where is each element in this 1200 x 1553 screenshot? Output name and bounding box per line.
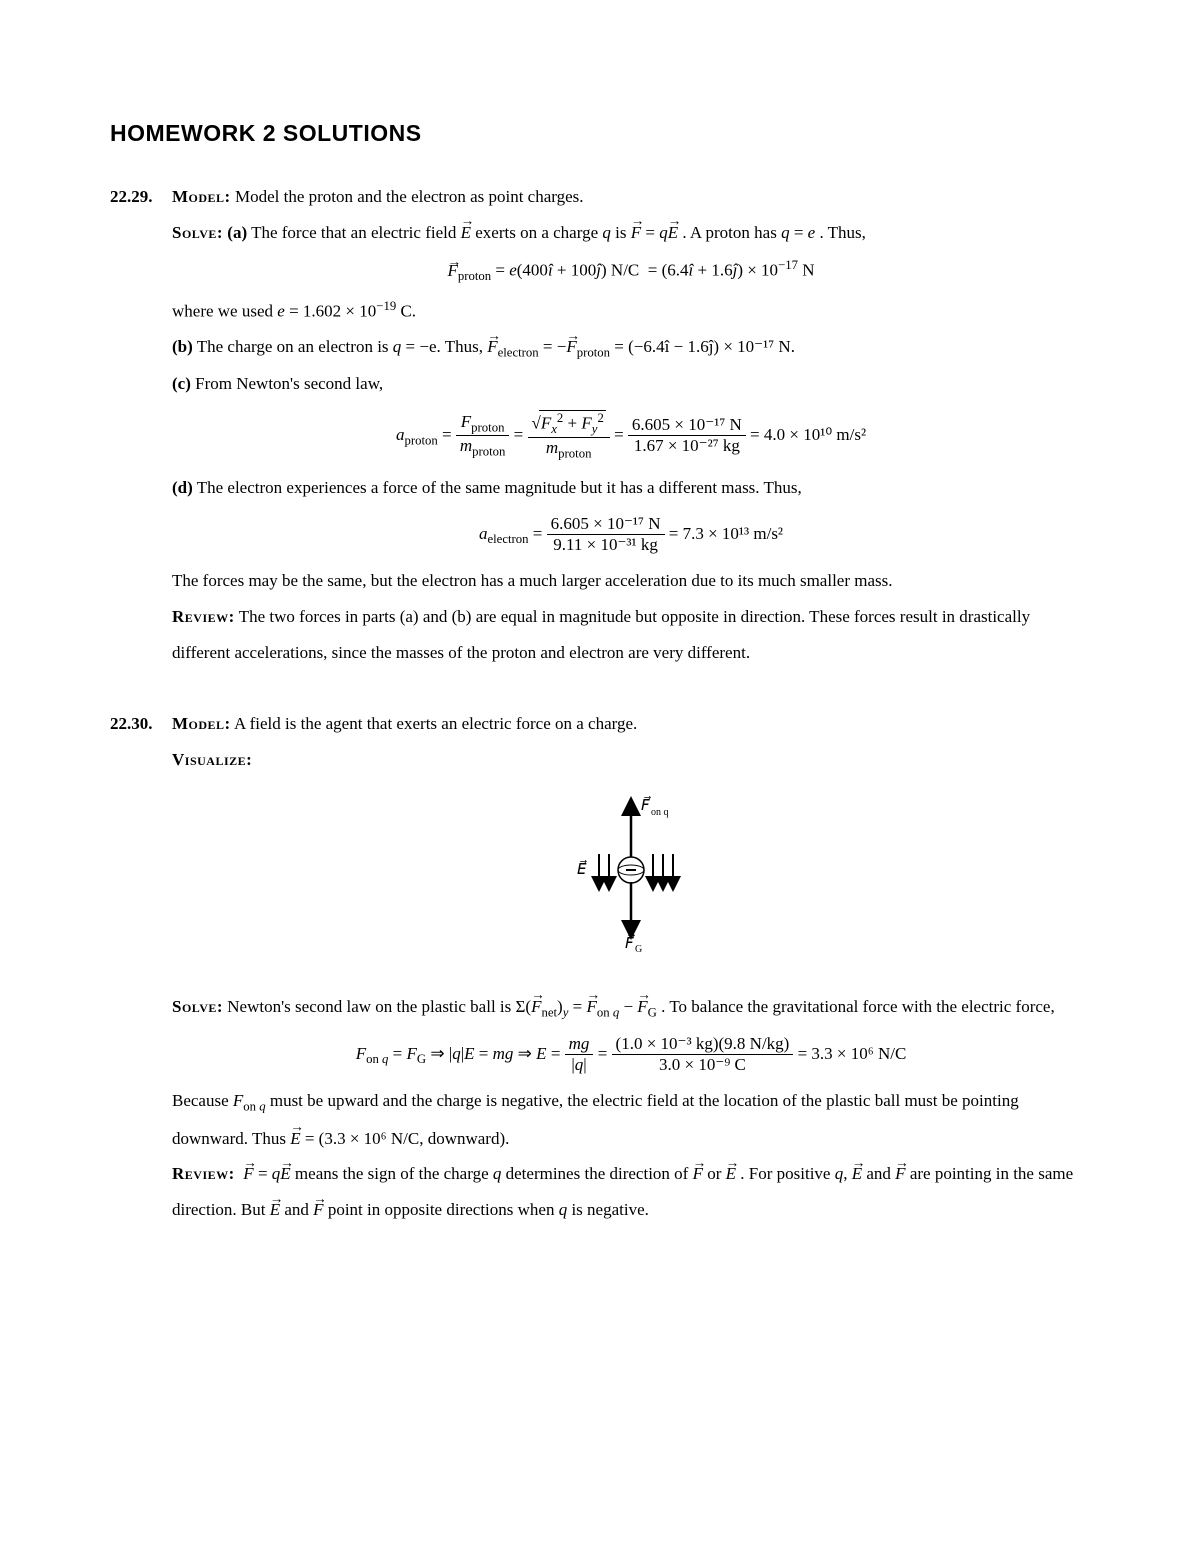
review-label: Review: [172, 607, 235, 626]
part-d-label: (d) [172, 478, 193, 497]
problem-2229: 22.29. Model: Model the proton and the e… [110, 179, 1090, 670]
text: exerts on a charge [475, 223, 602, 242]
text: determines the direction of [506, 1164, 693, 1183]
problem-body: Model: Model the proton and the electron… [172, 179, 1090, 670]
eq2-den: 1.67 × 10⁻²⁷ kg [628, 436, 746, 456]
diagram-svg: F⃗ on q E⃗ F⃗ G [541, 792, 721, 952]
model-text: A field is the agent that exerts an elec… [234, 714, 637, 733]
text: = (−6.4î − 1.6ĵ) × 10⁻¹⁷ N. [614, 337, 795, 356]
visualize-line: Visualize: [172, 742, 1090, 778]
solve-label: Solve: [172, 997, 223, 1016]
svg-text:F⃗: F⃗ [641, 795, 651, 814]
tail-text: The forces may be the same, but the elec… [172, 563, 1090, 599]
eq3-num: 6.605 × 10⁻¹⁷ N [547, 514, 665, 535]
part-d: (d) The electron experiences a force of … [172, 470, 1090, 506]
text: is negative. [571, 1200, 648, 1219]
tail-paragraph: Because Fon q must be upward and the cha… [172, 1083, 1090, 1156]
review-text: The two forces in parts (a) and (b) are … [172, 607, 1030, 662]
eq4-result: = 3.3 × 10⁶ N/C [798, 1043, 907, 1062]
var-q: q [602, 223, 611, 242]
force-diagram: F⃗ on q E⃗ F⃗ G [172, 792, 1090, 965]
svg-text:on q: on q [651, 807, 669, 818]
part-b: (b) The charge on an electron is q = −e.… [172, 329, 1090, 366]
problem-2230: 22.30. Model: A field is the agent that … [110, 706, 1090, 1227]
text: . A proton has [682, 223, 781, 242]
equation-3: aelectron = 6.605 × 10⁻¹⁷ N 9.11 × 10⁻³¹… [172, 514, 1090, 556]
equation-1: Fproton = e(400î + 100ĵ) N/C = (6.4î + 1… [172, 258, 1090, 284]
model-label: Model: [172, 714, 231, 733]
review-label: Review: [172, 1164, 235, 1183]
text: Newton's second law on the plastic ball … [227, 997, 515, 1016]
text: and [866, 1164, 895, 1183]
solve-label: Solve: [172, 223, 223, 242]
eq3-result: = 7.3 × 10¹³ m/s² [669, 523, 783, 542]
text: Because [172, 1091, 233, 1110]
part-b-label: (b) [172, 337, 193, 356]
solve-line: Solve: Newton's second law on the plasti… [172, 989, 1090, 1026]
text: . For positive [740, 1164, 834, 1183]
visualize-label: Visualize: [172, 750, 252, 769]
text: . To balance the gravitational force wit… [661, 997, 1055, 1016]
eq3-den: 9.11 × 10⁻³¹ kg [547, 535, 665, 555]
problem-number: 22.29. [110, 179, 172, 670]
solve-line-a: Solve: (a) The force that an electric fi… [172, 215, 1090, 251]
svg-text:G: G [635, 944, 642, 952]
document-page: HOMEWORK 2 SOLUTIONS 22.29. Model: Model… [0, 0, 1200, 1553]
svg-text:F⃗: F⃗ [625, 933, 635, 952]
eq2-result: = 4.0 × 10¹⁰ m/s² [750, 425, 866, 444]
vector-F: F [631, 215, 641, 251]
model-text: Model the proton and the electron as poi… [235, 187, 584, 206]
problem-body: Model: A field is the agent that exerts … [172, 706, 1090, 1227]
text: or [707, 1164, 725, 1183]
text: The electron experiences a force of the … [197, 478, 802, 497]
text: is [615, 223, 631, 242]
part-c: (c) From Newton's second law, [172, 366, 1090, 402]
vector-E: E [461, 215, 471, 251]
equation-4: Fon q = FG ⇒ |q|E = mg ⇒ E = mg |q| = (1… [172, 1034, 1090, 1076]
part-c-label: (c) [172, 374, 191, 393]
svg-text:E⃗: E⃗ [577, 859, 587, 878]
text: From Newton's second law, [195, 374, 383, 393]
eq4-den: 3.0 × 10⁻⁹ C [612, 1055, 794, 1075]
text: point in opposite directions when [328, 1200, 559, 1219]
text: The charge on an electron is [197, 337, 393, 356]
problem-number: 22.30. [110, 706, 172, 1227]
page-title: HOMEWORK 2 SOLUTIONS [110, 120, 1090, 147]
text: means the sign of the charge [295, 1164, 493, 1183]
part-a-label: (a) [227, 223, 247, 242]
eq4-num: (1.0 × 10⁻³ kg)(9.8 N/kg) [612, 1034, 794, 1055]
text: = −e. Thus, [406, 337, 488, 356]
equation-2: aproton = Fproton mproton = √Fx2 + Fy2 m… [172, 410, 1090, 462]
vector-E: E [668, 215, 678, 251]
review-line: Review: The two forces in parts (a) and … [172, 599, 1090, 670]
text: and [284, 1200, 313, 1219]
review-line: Review: F = qE means the sign of the cha… [172, 1156, 1090, 1227]
text: = (3.3 × 10⁶ N/C, downward). [305, 1129, 510, 1148]
text: . Thus, [819, 223, 865, 242]
text: The force that an electric field [251, 223, 461, 242]
where-line: where we used e = 1.602 × 10−19 C. [172, 293, 1090, 329]
eq2-num: 6.605 × 10⁻¹⁷ N [628, 415, 746, 436]
model-label: Model: [172, 187, 231, 206]
text: where we used [172, 301, 277, 320]
model-line: Model: A field is the agent that exerts … [172, 706, 1090, 742]
